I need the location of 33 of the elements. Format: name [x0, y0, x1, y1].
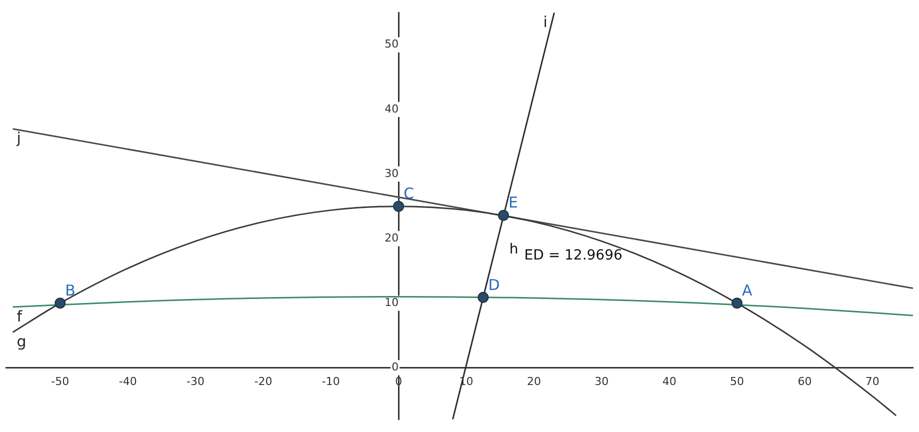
- x-tick-label: -20: [254, 375, 272, 388]
- x-tick-label: -40: [118, 375, 137, 388]
- annotation: B: [65, 282, 76, 300]
- point: [478, 292, 489, 303]
- y-tick-label: 40: [384, 102, 399, 116]
- y-tick-label: 50: [384, 38, 399, 51]
- series-label: i: [543, 12, 548, 31]
- y-tick-label: 20: [384, 231, 399, 244]
- x-tick-label: 70: [865, 375, 880, 388]
- annotation: ED = 12.9696: [524, 247, 622, 264]
- y-tick-label: 10: [384, 296, 399, 310]
- y-tick-label: 0: [392, 360, 399, 374]
- x-tick-label: 60: [798, 375, 812, 388]
- series-label: g: [16, 332, 26, 351]
- x-tick-label: -30: [186, 375, 205, 388]
- series-label: f: [16, 307, 23, 326]
- annotation: D: [488, 276, 500, 294]
- annotation: h: [509, 241, 518, 258]
- x-tick-label: -10: [322, 375, 340, 388]
- x-tick-label: 30: [594, 375, 609, 388]
- x-tick-label: -50: [51, 375, 70, 388]
- point: [54, 298, 66, 309]
- x-tick-label: 50: [730, 375, 744, 388]
- annotation: C: [404, 184, 414, 203]
- point: [732, 298, 743, 309]
- point: [393, 200, 404, 212]
- point: [498, 210, 509, 221]
- annotation: E: [508, 194, 518, 212]
- annotation: A: [742, 282, 754, 300]
- series-label: j: [16, 129, 21, 148]
- x-tick-label: 20: [526, 375, 541, 388]
- y-tick-label: 30: [384, 166, 399, 180]
- x-tick-label: 40: [662, 375, 676, 388]
